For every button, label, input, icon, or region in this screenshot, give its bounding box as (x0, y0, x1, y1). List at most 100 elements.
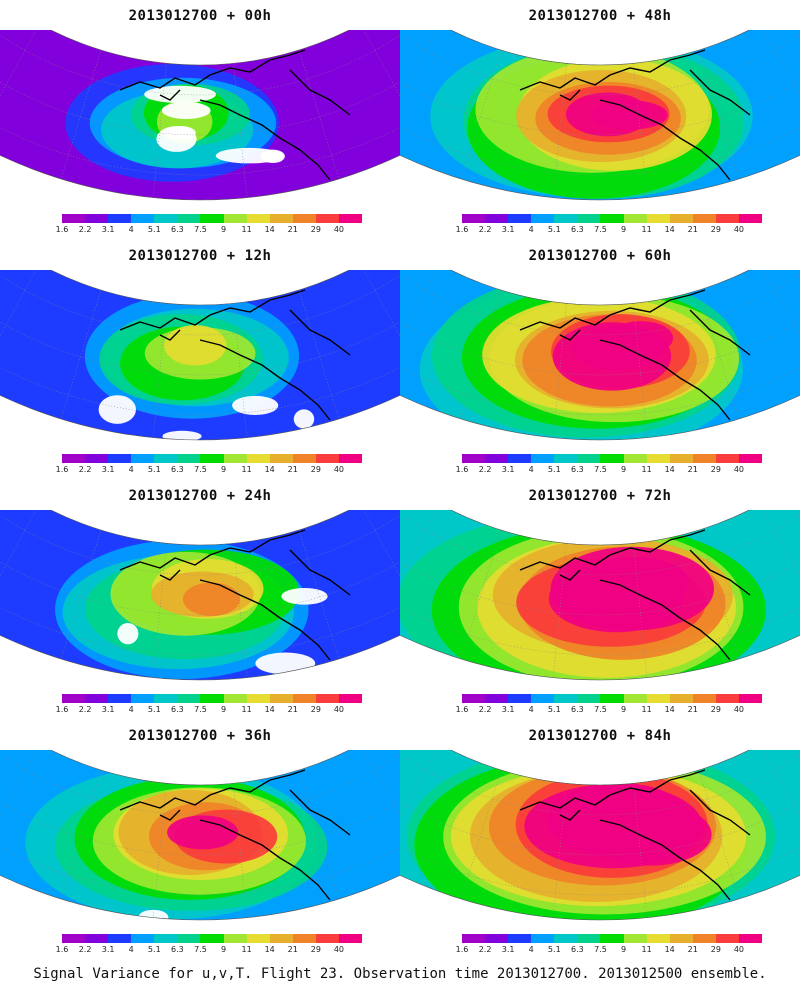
colorbar-label: 3.1 (501, 945, 515, 954)
colorbar: 1.6 2.2 3.1 4 5.1 6.3 7.5 9 11 14 21 29 40 (56, 934, 363, 960)
forecast-panel-60h: 2013012700 + 60h 1.6 2.2 3.1 4 5.1 6.3 7.5 9 11 14… (400, 240, 800, 480)
colorbar-swatch (646, 454, 670, 463)
colorbar-label: 9 (620, 465, 627, 474)
colorbar-label: 3.1 (501, 705, 515, 714)
colorbar-swatch (131, 934, 155, 943)
colorbar-label: 5.1 (147, 465, 161, 474)
variance-map (0, 510, 400, 681)
colorbar-label: 4 (528, 465, 534, 474)
colorbar-label: 4 (528, 705, 534, 714)
colorbar-swatch (738, 694, 763, 703)
colorbar-label: 21 (687, 945, 698, 954)
coastline (119, 289, 351, 421)
colorbar-swatch (223, 694, 247, 703)
colorbar-label: 14 (664, 945, 675, 954)
forecast-panel-72h: 2013012700 + 72h 1.6 2.2 3.1 4 5.1 6.3 7.5 9 11 14… (400, 480, 800, 720)
colorbar-swatch (315, 694, 339, 703)
colorbar: 1.6 2.2 3.1 4 5.1 6.3 7.5 9 11 14 21 29 40 (456, 934, 763, 960)
colorbar-swatch (577, 214, 601, 223)
variance-field (400, 30, 800, 200)
colorbar-label: 9 (620, 225, 627, 234)
colorbar-label: 5.1 (547, 465, 561, 474)
colorbar-label: 6.3 (571, 465, 584, 474)
colorbar-swatch (154, 694, 178, 703)
colorbar-label: 11 (241, 465, 252, 474)
colorbar-label: 1.6 (55, 705, 69, 714)
colorbar-label: 4 (128, 705, 134, 714)
variance-field (0, 750, 400, 920)
colorbar-label: 40 (733, 705, 745, 714)
colorbar-swatch (246, 934, 270, 943)
colorbar-label: 40 (333, 945, 345, 954)
colorbar-swatch (508, 454, 532, 463)
colorbar-label: 11 (241, 225, 252, 234)
colorbar-label: 5.1 (147, 945, 161, 954)
colorbar-label: 29 (310, 225, 321, 234)
colorbar-swatch (62, 694, 86, 703)
colorbar-label: 2.2 (478, 225, 492, 234)
colorbar-swatch (292, 694, 316, 703)
colorbar-swatch (462, 694, 486, 703)
colorbar-swatch (108, 454, 132, 463)
colorbar-label: 1.6 (455, 465, 469, 474)
colorbar-swatch (62, 214, 86, 223)
colorbar-label: 14 (264, 465, 275, 474)
colorbar-swatch (200, 214, 224, 223)
colorbar-label: 9 (220, 945, 227, 954)
coastline (119, 769, 351, 901)
colorbar-swatch (292, 454, 316, 463)
colorbar-swatch (462, 454, 486, 463)
colorbar: 1.6 2.2 3.1 4 5.1 6.3 7.5 9 11 14 21 29 40 (456, 454, 763, 480)
colorbar-label: 29 (710, 945, 721, 954)
colorbar-swatch (62, 934, 86, 943)
colorbar-swatch (600, 454, 624, 463)
colorbar-swatch (646, 934, 670, 943)
colorbar-swatch (315, 454, 339, 463)
colorbar-label: 6.3 (571, 945, 584, 954)
colorbar-label: 21 (287, 225, 298, 234)
colorbar-swatch (715, 454, 739, 463)
colorbar-swatch (200, 934, 224, 943)
colorbar-swatch (715, 694, 739, 703)
colorbar-label: 7.5 (194, 945, 207, 954)
colorbar-swatch (531, 694, 555, 703)
colorbar-swatch (715, 214, 739, 223)
colorbar-label: 2.2 (478, 465, 492, 474)
colorbar: 1.6 2.2 3.1 4 5.1 6.3 7.5 9 11 14 21 29 40 (456, 694, 763, 720)
colorbar-label: 1.6 (55, 465, 69, 474)
colorbar-swatch (108, 694, 132, 703)
colorbar-swatch (269, 934, 293, 943)
colorbar-label: 9 (220, 705, 227, 714)
colorbar-label: 2.2 (78, 225, 92, 234)
colorbar-label: 6.3 (171, 225, 184, 234)
colorbar-swatch (462, 934, 486, 943)
colorbar-label: 7.5 (194, 705, 207, 714)
colorbar-swatch (292, 214, 316, 223)
colorbar-swatch (600, 694, 624, 703)
colorbar-label: 11 (641, 705, 652, 714)
panel-title: 2013012700 + 00h (128, 8, 272, 24)
colorbar-swatch (177, 214, 201, 223)
colorbar-swatch (508, 214, 532, 223)
colorbar-swatch (131, 694, 155, 703)
colorbar-label: 11 (641, 225, 652, 234)
colorbar-swatch (646, 214, 670, 223)
colorbar-label: 2.2 (78, 945, 92, 954)
forecast-panel-36h: 2013012700 + 36h 1.6 2.2 3.1 4 5.1 6.3 7.5 9 11 14… (0, 720, 400, 960)
colorbar-label: 40 (333, 225, 345, 234)
colorbar-label: 9 (620, 705, 627, 714)
colorbar-label: 14 (264, 225, 275, 234)
colorbar-label: 6.3 (171, 945, 184, 954)
colorbar-label: 3.1 (501, 225, 515, 234)
colorbar-label: 2.2 (478, 945, 492, 954)
colorbar-swatch (292, 934, 316, 943)
colorbar-swatch (554, 934, 578, 943)
colorbar-swatch (623, 454, 647, 463)
colorbar-label: 1.6 (455, 945, 469, 954)
colorbar-label: 14 (664, 705, 675, 714)
colorbar-swatch (485, 694, 509, 703)
colorbar-swatch (669, 694, 693, 703)
colorbar-swatch (223, 214, 247, 223)
colorbar-swatch (738, 214, 763, 223)
colorbar-swatch (485, 454, 509, 463)
